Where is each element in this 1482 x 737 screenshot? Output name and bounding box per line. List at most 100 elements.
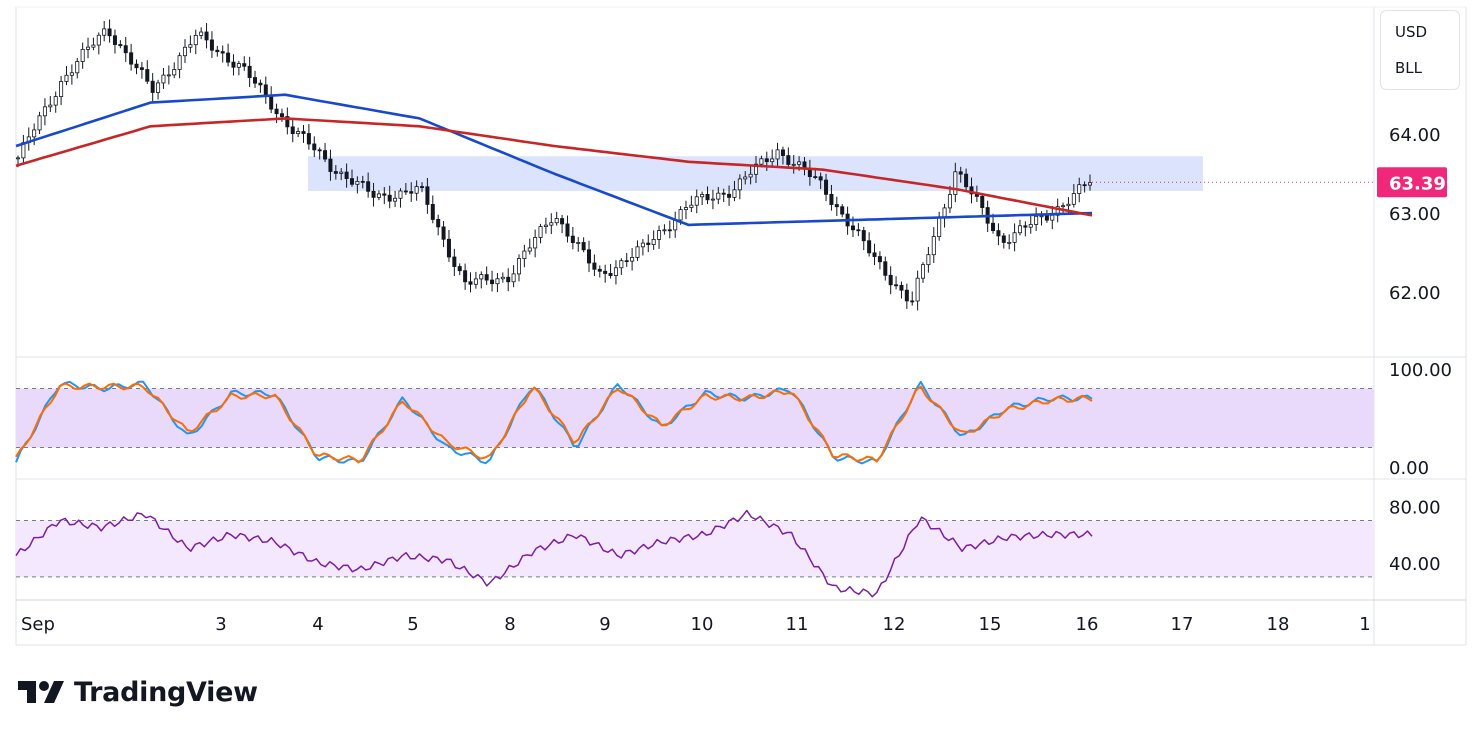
candle (26, 127, 31, 151)
candle (716, 187, 721, 205)
candle (764, 151, 769, 171)
candle (495, 273, 500, 293)
candle (543, 217, 548, 234)
candle-body (231, 61, 236, 68)
candle-body (570, 235, 575, 243)
candle-body (215, 49, 220, 53)
candle (899, 281, 904, 299)
candle-body (441, 226, 446, 240)
candle-body (436, 219, 441, 228)
candle (247, 56, 252, 88)
candle (452, 248, 457, 276)
candle-body (775, 149, 780, 160)
candle-body (112, 35, 117, 45)
candle (91, 37, 96, 51)
candle (161, 68, 166, 89)
candle (96, 32, 101, 55)
price-tick-label: 64.00 (1389, 125, 1441, 146)
candle (236, 60, 241, 76)
candle (980, 192, 985, 215)
candle (42, 98, 47, 126)
candle-body (463, 270, 468, 283)
candle-body (37, 115, 42, 131)
candle-body (360, 180, 365, 183)
candle (958, 166, 963, 183)
candle (840, 204, 845, 218)
candle-body (737, 178, 742, 191)
candle (1034, 207, 1039, 231)
candle (824, 173, 829, 202)
candle-body (172, 69, 177, 76)
candle-body (883, 261, 888, 276)
candle-body (86, 46, 91, 50)
candle (301, 125, 306, 143)
candle-body (511, 273, 516, 283)
currency-badge[interactable]: USD BLL (1380, 10, 1460, 90)
candle (947, 185, 952, 214)
candle (1044, 209, 1049, 223)
candle-body (177, 55, 182, 70)
candle-body (657, 230, 662, 240)
candle-body (139, 67, 144, 70)
candle-body (312, 143, 317, 151)
candle (888, 266, 893, 295)
candle (770, 149, 775, 168)
candle (441, 221, 446, 248)
candle-body (484, 274, 489, 281)
candle-body (355, 180, 360, 185)
candle (59, 76, 64, 106)
candle-body (877, 256, 882, 263)
candle-body (296, 131, 301, 135)
candle-body (1034, 215, 1039, 225)
candle-body (549, 222, 554, 226)
candle (53, 91, 58, 113)
candle-body (850, 225, 855, 231)
candle-body (538, 226, 543, 238)
candle-body (640, 242, 645, 248)
candle (253, 70, 258, 88)
candle (554, 211, 559, 226)
candle (538, 223, 543, 244)
candle (468, 272, 473, 293)
candle-body (452, 256, 457, 267)
tradingview-logo[interactable]: TradingView (18, 674, 258, 710)
candle-body (42, 106, 47, 117)
candle-body (468, 281, 473, 285)
date-tick-label: 9 (599, 614, 610, 635)
candle-body (414, 186, 419, 194)
candle-body (516, 258, 521, 275)
candle-body (134, 63, 139, 69)
candle (969, 177, 974, 204)
candle (640, 239, 645, 256)
candle-body (953, 171, 958, 195)
price-tick-label: 62.00 (1389, 283, 1441, 304)
candle-body (199, 31, 204, 36)
candle (613, 260, 618, 285)
candle-body (209, 39, 214, 51)
candle-body (1039, 215, 1044, 218)
candle-body (597, 268, 602, 272)
candle (910, 291, 915, 306)
candle-body (349, 178, 354, 185)
candle (242, 56, 247, 71)
candle (511, 265, 516, 288)
candle-body (420, 186, 425, 188)
candle (382, 187, 387, 205)
candle-body (937, 217, 942, 237)
candle (673, 211, 678, 238)
candle (258, 79, 263, 93)
candle-body (592, 262, 597, 270)
candle (506, 268, 511, 292)
candle (646, 234, 651, 253)
date-tick-label: 12 (883, 614, 906, 635)
candle (209, 31, 214, 58)
candle-body (980, 196, 985, 208)
candle (996, 223, 1001, 246)
candle (522, 244, 527, 268)
currency-label: USD (1395, 23, 1428, 41)
candle-body (791, 163, 796, 166)
candle (1028, 215, 1033, 234)
candle-body (220, 51, 225, 54)
moving-average-blue (15, 93, 1093, 227)
candle-body (867, 240, 872, 254)
